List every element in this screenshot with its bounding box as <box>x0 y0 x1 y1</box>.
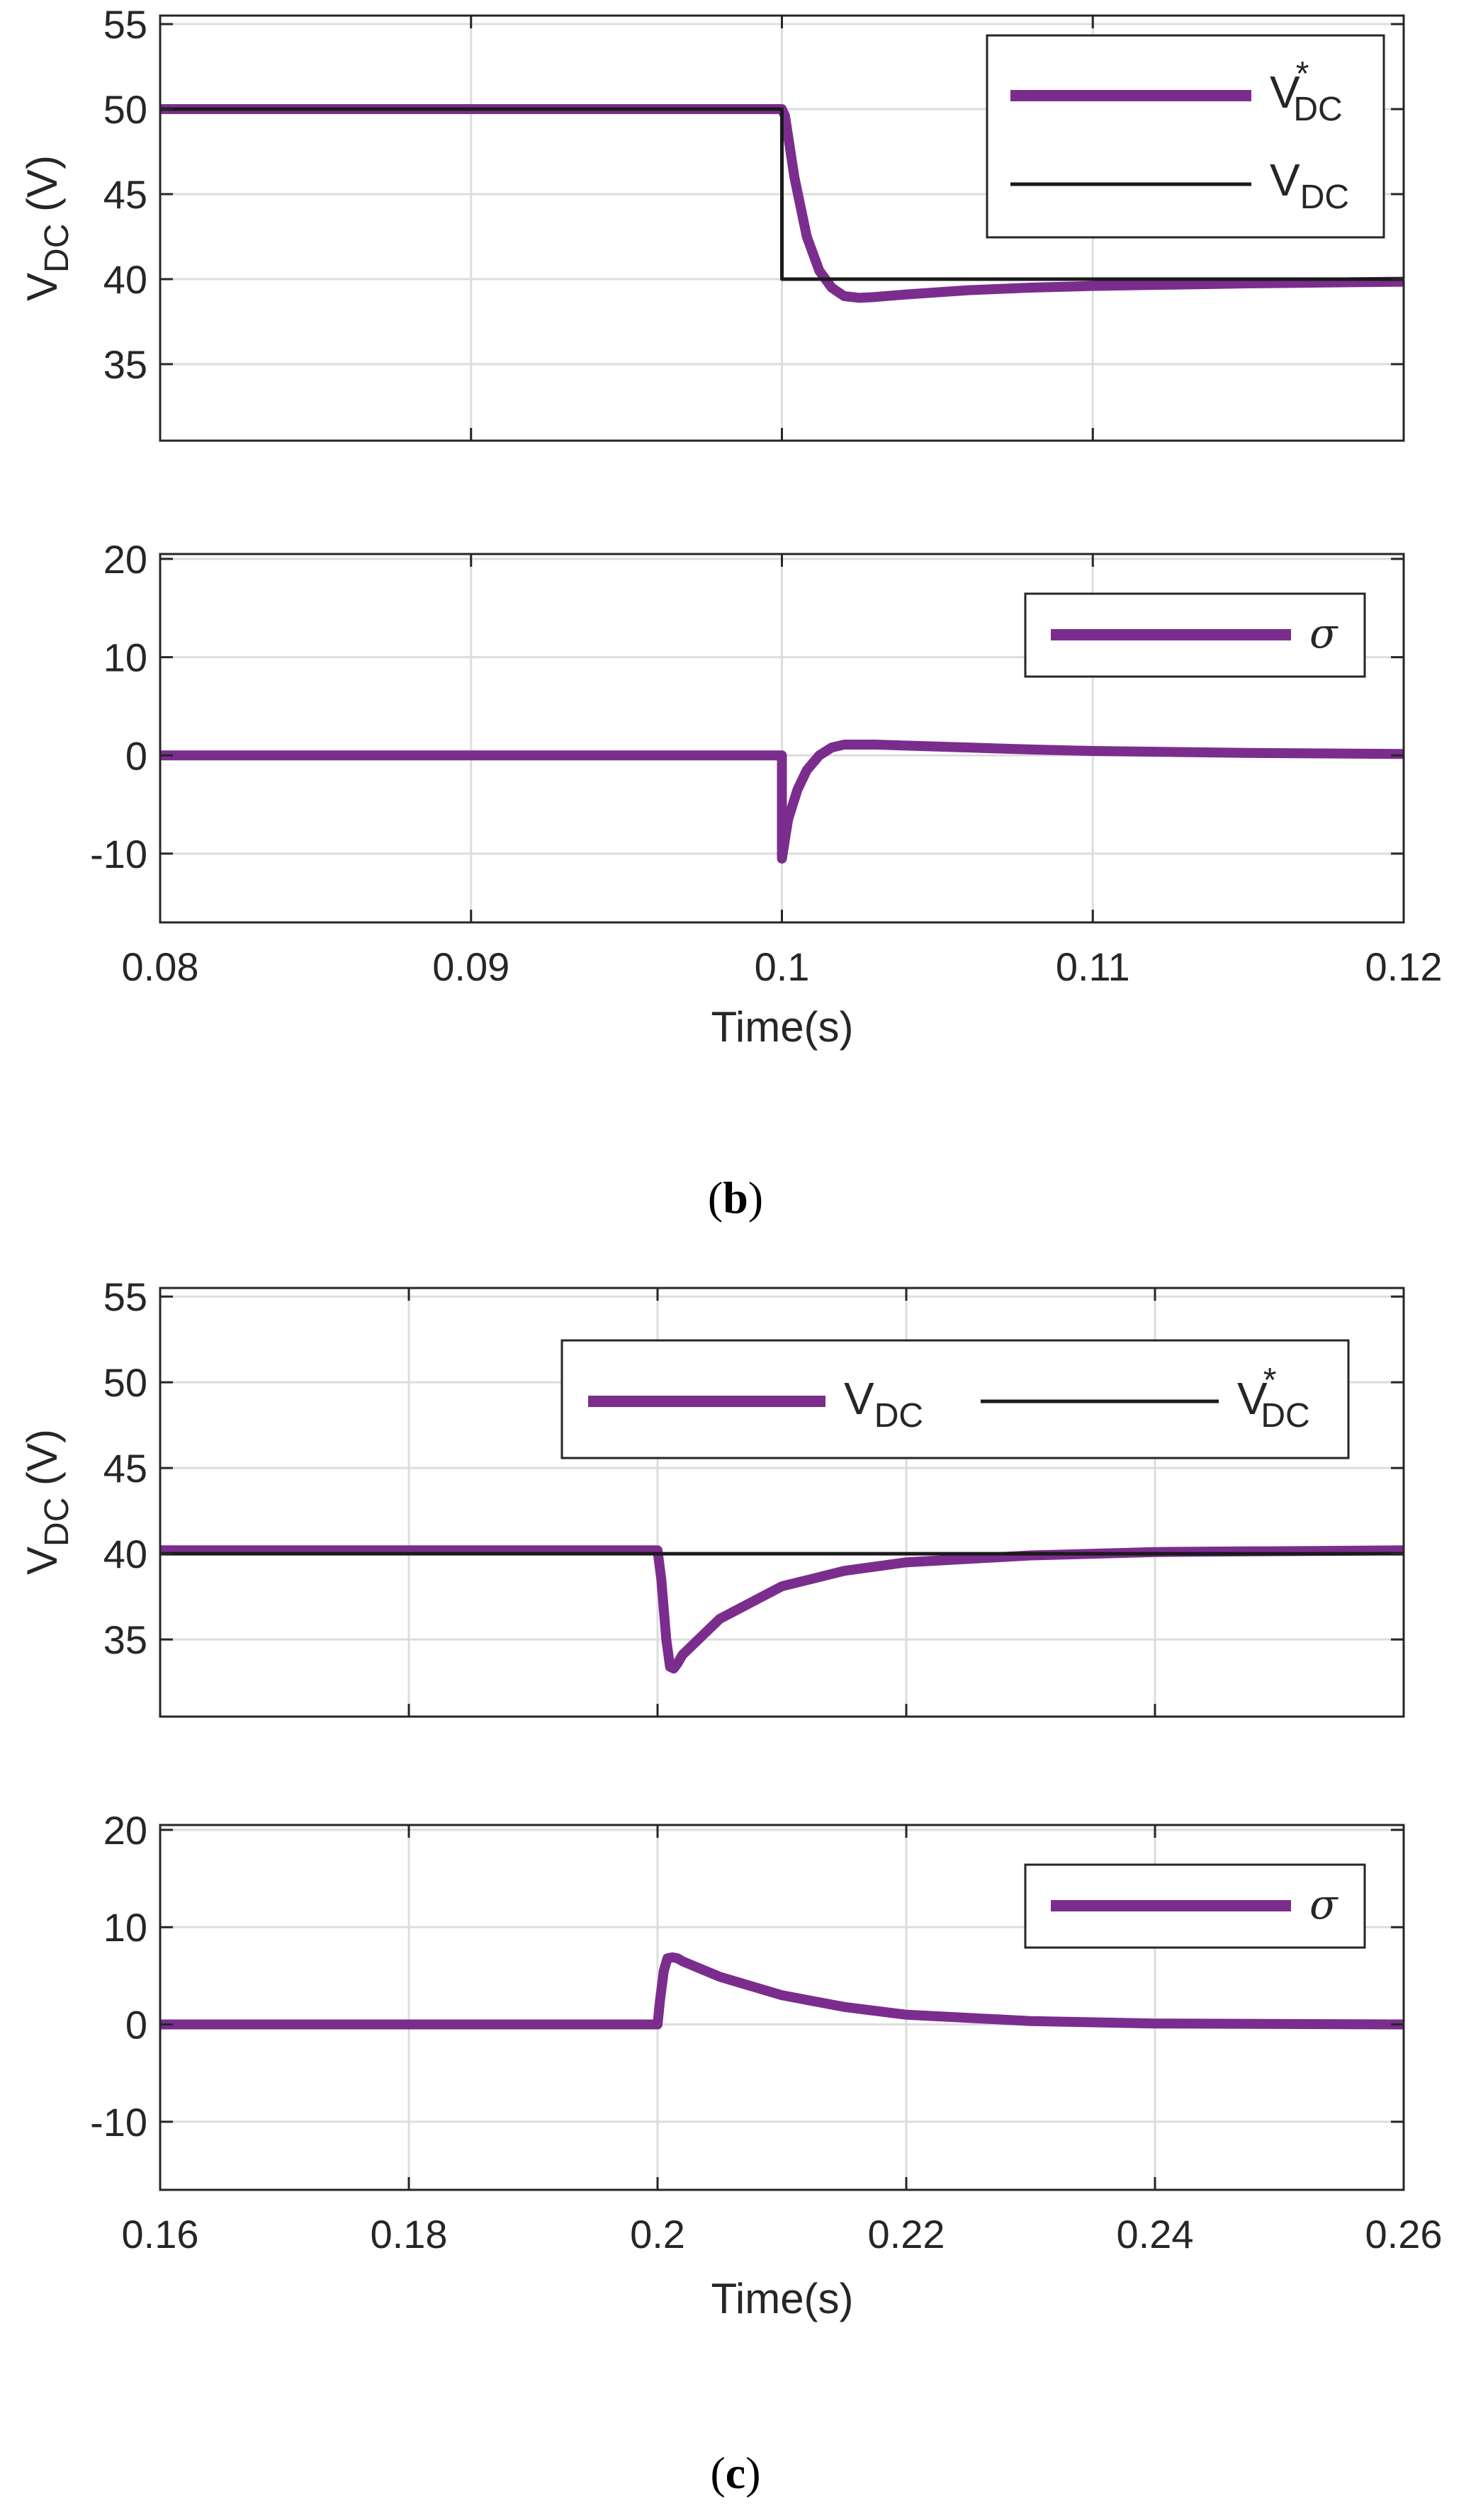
ytick-labels-b-top: 35 40 45 50 55 <box>103 2 147 387</box>
y-tick-label: 10 <box>103 1905 147 1950</box>
series-c-bottom <box>160 1952 1404 2030</box>
panel-b-top: 35 40 45 50 55 VDC (V) V* DC VDC <box>18 2 1405 442</box>
series-b-top <box>160 104 1404 303</box>
legend-label-vdc-star-c: V* DC <box>1237 1362 1310 1435</box>
legend-b-bottom: σ <box>1024 592 1366 678</box>
ytick-labels-c-bottom: -10 0 10 20 <box>90 1808 147 2145</box>
legend-c-top: VDC V* DC <box>560 1339 1350 1459</box>
x-axis-label-c: Time(s) <box>711 2275 853 2322</box>
legend-b-top: V* DC VDC <box>986 34 1385 239</box>
x-tick-label: 0.12 <box>1365 944 1443 989</box>
x-tick-label: 0.1 <box>755 944 810 989</box>
xtick-labels-c-bottom: 0.16 0.18 0.2 0.22 0.24 0.26 <box>122 2212 1443 2256</box>
legend-label-sigma-c: σ <box>1309 1880 1338 1928</box>
x-tick-label: 0.09 <box>432 944 509 989</box>
y-tick-label: 0 <box>125 2003 147 2047</box>
y-tick-label: 45 <box>103 172 147 217</box>
series-line-measured <box>160 1545 1404 1674</box>
y-tick-label: 55 <box>103 2 147 47</box>
legend-label-vdc-c: VDC <box>844 1373 923 1435</box>
y-tick-label: -10 <box>90 832 147 876</box>
y-tick-label: 35 <box>103 342 147 387</box>
y-tick-label: 55 <box>103 1275 147 1319</box>
legend-label-vdc: VDC <box>1270 154 1349 216</box>
series-c-top <box>160 1545 1404 1674</box>
x-tick-label: 0.2 <box>630 2212 685 2256</box>
y-tick-label: 45 <box>103 1446 147 1491</box>
series-line-sigma <box>160 740 1404 864</box>
panel-c-bottom: -10 0 10 20 0.16 0.18 0.2 0.22 0.24 0.26 Time(s)… <box>90 1808 1442 2322</box>
y-tick-label: 50 <box>103 1360 147 1405</box>
y-tick-label: 50 <box>103 87 147 132</box>
ticks-c-top <box>159 1288 1405 1717</box>
x-tick-label: 0.11 <box>1056 944 1130 989</box>
series-line-measured <box>160 104 1404 303</box>
y-tick-label: 40 <box>103 1532 147 1576</box>
caption-b: (b) <box>708 1173 763 1223</box>
axes-frame-c-bottom <box>159 1824 1405 2191</box>
ticks-b-top <box>159 16 1405 441</box>
y-tick-label: 20 <box>103 1808 147 1853</box>
x-tick-label: 0.16 <box>122 2212 199 2256</box>
axes-frame-c-top <box>159 1287 1405 1718</box>
series-b-bottom <box>160 740 1404 864</box>
series-line-sigma <box>160 1952 1404 2030</box>
ytick-labels-c-top: 35 40 45 50 55 <box>103 1275 147 1662</box>
xtick-labels-b-bottom: 0.08 0.09 0.1 0.11 0.12 <box>122 944 1443 989</box>
y-tick-label: 10 <box>103 635 147 680</box>
y-tick-label: 0 <box>125 733 147 778</box>
y-tick-label: 20 <box>103 537 147 582</box>
x-tick-label: 0.18 <box>371 2212 448 2256</box>
ytick-labels-b-bottom: -10 0 10 20 <box>90 537 147 876</box>
panel-b-bottom: -10 0 10 20 0.08 0.09 0.1 0.11 0.12 Time(s) σ <box>90 537 1442 1051</box>
x-tick-label: 0.24 <box>1117 2212 1194 2256</box>
ticks-b-bottom <box>159 554 1405 922</box>
x-tick-label: 0.08 <box>122 944 199 989</box>
y-axis-label-b-top: VDC (V) <box>18 155 76 301</box>
x-axis-label-b: Time(s) <box>711 1003 853 1051</box>
series-line-reference <box>160 107 1404 281</box>
ticks-c-bottom <box>159 1825 1405 2190</box>
caption-c: (c) <box>710 2448 760 2498</box>
x-tick-label: 0.22 <box>868 2212 945 2256</box>
y-tick-label: 40 <box>103 257 147 302</box>
y-tick-label: -10 <box>90 2100 147 2145</box>
panel-c-top: 35 40 45 50 55 VDC (V) VDC V* DC <box>18 1275 1405 1718</box>
legend-label-vdc-star: V* DC <box>1270 55 1343 128</box>
x-tick-label: 0.26 <box>1365 2212 1443 2256</box>
legend-box-b-top <box>986 34 1385 239</box>
y-tick-label: 35 <box>103 1617 147 1662</box>
y-axis-label-c-top: VDC (V) <box>18 1429 76 1575</box>
legend-label-sigma-b: σ <box>1309 609 1338 657</box>
legend-c-bottom: σ <box>1024 1863 1366 1949</box>
